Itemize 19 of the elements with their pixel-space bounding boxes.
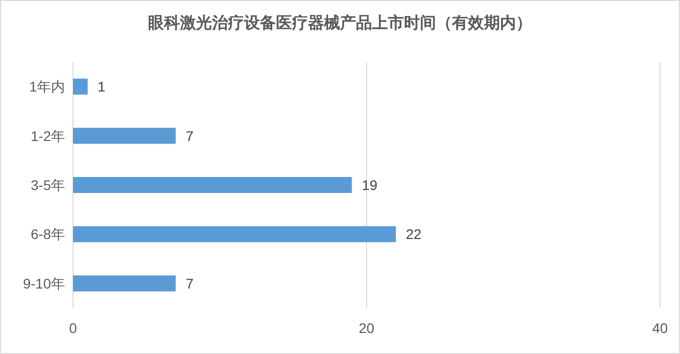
x-tick-label: 0 [69,320,78,336]
y-tick-label: 1-2年 [30,128,65,144]
data-label: 7 [186,275,194,292]
y-tick-label: 9-10年 [22,275,65,292]
y-tick-label: 1年内 [29,78,65,95]
bar [73,177,352,193]
data-label: 19 [362,177,378,193]
x-tick-label: 40 [652,320,668,336]
bar [73,275,176,292]
data-label: 7 [186,128,194,144]
y-tick-label: 6-8年 [30,226,65,242]
bar [73,78,88,95]
data-label: 1 [98,78,106,95]
bar [73,226,396,242]
x-tick-label: 20 [358,320,374,336]
bar [73,128,176,144]
y-tick-label: 3-5年 [30,177,65,193]
data-label: 22 [406,226,422,242]
chart-title: 眼科激光治疗设备医疗器械产品上市时间（有效期内） [148,14,532,32]
